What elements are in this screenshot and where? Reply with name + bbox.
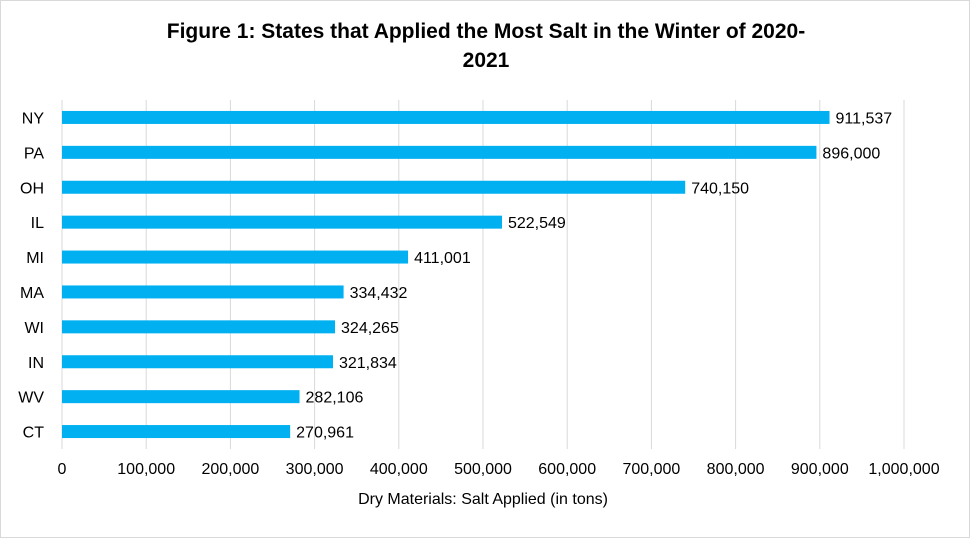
x-tick-label-2: 200,000 <box>201 461 259 478</box>
bar-IL <box>62 215 502 229</box>
value-label-IL: 522,549 <box>508 215 566 232</box>
category-label-WI: WI <box>24 320 44 337</box>
x-tick-label-0: 0 <box>58 461 67 478</box>
value-label-NY: 911,537 <box>836 110 893 127</box>
bar-WI <box>62 320 336 334</box>
category-label-MA: MA <box>20 285 44 302</box>
category-label-IN: IN <box>28 355 44 372</box>
value-label-OH: 740,150 <box>691 180 749 197</box>
x-tick-label-3: 300,000 <box>286 461 344 478</box>
value-label-MA: 334,432 <box>350 285 408 302</box>
category-label-MI: MI <box>26 250 44 267</box>
value-label-WI: 324,265 <box>341 320 399 337</box>
chart-title: Figure 1: States that Applied the Most S… <box>61 17 911 75</box>
bar-MA <box>62 285 344 299</box>
category-labels: NY PA OH IL MI MA WI IN WV CT <box>18 110 44 441</box>
x-tick-label-5: 500,000 <box>454 461 512 478</box>
x-tick-label-7: 700,000 <box>622 461 680 478</box>
x-tick-label-10: 1,000,000 <box>868 461 939 478</box>
x-tick-labels: 0 100,000 200,000 300,000 400,000 500,000 600,… <box>58 461 940 478</box>
bars <box>62 110 830 439</box>
x-axis-title: Dry Materials: Salt Applied (in tons) <box>358 491 608 508</box>
chart-title-line-2: 2021 <box>462 49 510 72</box>
x-tick-label-4: 400,000 <box>370 461 428 478</box>
bar-OH <box>62 180 686 194</box>
category-label-OH: OH <box>20 180 44 197</box>
bar-WV <box>62 390 300 404</box>
category-label-WV: WV <box>18 390 44 407</box>
value-label-MI: 411,001 <box>414 250 471 267</box>
category-label-NY: NY <box>22 110 45 127</box>
category-label-PA: PA <box>24 145 44 162</box>
x-tick-label-9: 900,000 <box>791 461 849 478</box>
bar-PA <box>62 145 817 159</box>
value-label-IN: 321,834 <box>339 355 397 372</box>
x-tick-label-8: 800,000 <box>707 461 765 478</box>
bar-MI <box>62 250 409 264</box>
category-label-IL: IL <box>31 215 44 232</box>
value-label-PA: 896,000 <box>822 145 880 162</box>
value-label-WV: 282,106 <box>306 390 364 407</box>
bar-NY <box>62 110 830 124</box>
x-tick-label-6: 600,000 <box>538 461 596 478</box>
bar-CT <box>62 425 291 439</box>
category-label-CT: CT <box>23 425 45 442</box>
chart-title-line-1: Figure 1: States that Applied the Most S… <box>166 20 806 43</box>
x-tick-label-1: 100,000 <box>117 461 175 478</box>
bar-IN <box>62 355 333 369</box>
value-labels: 911,537 896,000 740,150 522,549 411,001 334,4… <box>296 110 892 441</box>
value-label-CT: 270,961 <box>296 425 354 442</box>
